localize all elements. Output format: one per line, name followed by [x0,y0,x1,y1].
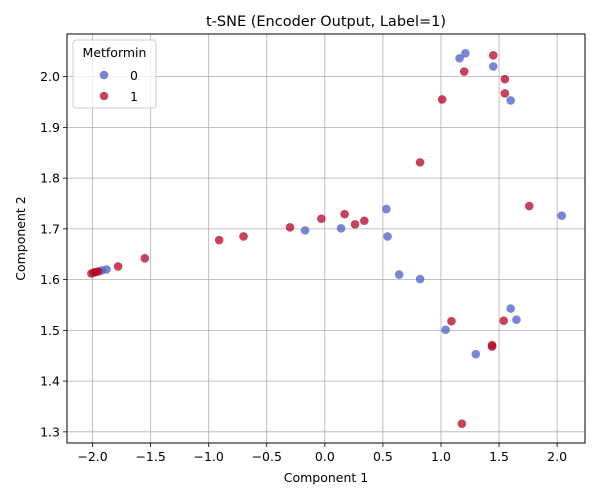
scatter-point-metformin-0 [512,315,521,324]
x-tick-label: −0.5 [252,449,282,464]
legend-marker-metformin-0 [99,70,109,80]
scatter-point-metformin-1 [340,209,349,219]
scatter-point-metformin-0 [471,349,481,359]
scatter-point-metformin-0 [394,270,404,279]
y-tick-label: 1.5 [40,323,60,338]
scatter-point-metformin-1 [459,67,469,76]
scatter-point-metformin-1 [457,419,467,429]
scatter-point-metformin-1 [317,214,326,224]
axis-ticks: −2.0 −1.5 −1.0 −0.5 0.0 0.5 1.0 1.5 2.0 1.3 1.4 1.5… [40,69,567,464]
scatter-point-metformin-1 [94,267,103,276]
chart-title: t-SNE (Encoder Output, Label=1) [206,14,446,30]
scatter-point-metformin-0 [488,62,498,71]
y-tick-label: 1.3 [40,424,60,439]
x-tick-label: −1.5 [135,449,165,464]
legend-entries: 01 [99,68,138,104]
scatter-point-metformin-1 [447,316,456,326]
y-tick-label: 2.0 [40,69,60,84]
scatter-point-metformin-0 [506,304,515,313]
scatter-point-metformin-1 [437,95,447,104]
scatter-point-metformin-0 [506,96,515,105]
grid [67,34,585,443]
scatter-point-metformin-1 [487,342,497,351]
x-tick-label: 1.5 [489,449,509,464]
y-tick-label: 1.7 [40,221,60,236]
scatter-point-metformin-0 [441,325,450,335]
scatter-point-metformin-1 [524,201,534,211]
scatter-point-metformin-1 [113,262,123,271]
scatter-point-metformin-1 [285,223,295,232]
legend-title: Metformin [83,45,147,60]
y-tick-label: 1.6 [40,272,60,287]
legend-label-metformin-1: 1 [130,89,138,104]
scatter-point-metformin-0 [455,54,464,63]
x-tick-label: 2.0 [547,449,567,464]
scatter-point-metformin-0 [336,224,346,233]
x-tick-label: 0.0 [315,449,335,464]
scatter-point-metformin-1 [140,253,150,263]
y-axis-title: Component 2 [13,196,28,281]
scatter-point-metformin-0 [383,232,392,241]
plot-frame [66,33,586,444]
y-tick-label: 1.8 [40,171,60,186]
x-tick-label: −2.0 [77,449,107,464]
legend-marker-metformin-1 [99,91,109,101]
x-tick-label: −1.0 [194,449,224,464]
scatter-point-metformin-1 [214,235,224,245]
y-tick-label: 1.9 [40,120,60,135]
scatter-point-metformin-1 [239,232,248,241]
legend-label-metformin-0: 0 [130,68,138,83]
x-tick-label: 0.5 [373,449,393,464]
y-tick-label: 1.4 [40,374,60,389]
scatter-point-metformin-1 [360,216,369,226]
scatter-point-metformin-0 [382,204,391,214]
scatter-point-metformin-0 [557,211,567,220]
data-points [87,48,567,429]
scatter-point-metformin-1 [500,74,510,84]
scatter-point-metformin-0 [415,274,425,284]
scatter-point-metformin-1 [499,316,508,326]
x-axis-title: Component 1 [284,470,369,485]
legend: Metformin 01 [72,39,157,109]
scatter-point-metformin-1 [500,89,510,98]
scatter-point-metformin-1 [488,51,498,60]
scatter-point-metformin-1 [415,158,425,167]
legend-box [72,39,157,109]
scatter-point-metformin-0 [300,226,310,235]
scatter-point-metformin-0 [461,48,470,58]
x-tick-label: 1.0 [431,449,451,464]
scatter-point-metformin-1 [350,219,360,229]
